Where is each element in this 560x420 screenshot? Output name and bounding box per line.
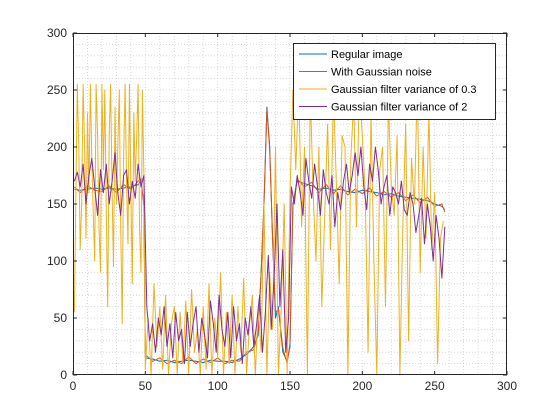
legend-label: Gaussian filter variance of 0.3	[331, 84, 477, 96]
y-tick-label: 100	[47, 254, 67, 268]
x-tick-label: 50	[139, 379, 153, 393]
axis-ticks: 0 50 100 150 200 250 300 0 50 100 150 200 250 300	[47, 26, 517, 393]
legend-label: Gaussian filter variance of 2	[331, 102, 467, 114]
legend-label: With Gaussian noise	[331, 67, 432, 79]
y-tick-label: 50	[54, 311, 68, 325]
y-tick-label: 200	[47, 140, 67, 154]
y-tick-label: 250	[47, 83, 67, 97]
y-tick-label: 0	[60, 368, 67, 382]
x-tick-label: 150	[280, 379, 300, 393]
y-tick-label: 300	[47, 26, 67, 40]
legend: Regular image With Gaussian noise Gaussian…	[293, 43, 496, 120]
x-tick-label: 300	[497, 379, 517, 393]
series-line-4	[73, 146, 446, 365]
legend-label: Regular image	[331, 49, 403, 61]
x-tick-label: 100	[208, 379, 228, 393]
x-tick-label: 250	[425, 379, 445, 393]
x-tick-label: 200	[352, 379, 372, 393]
y-tick-label: 150	[47, 197, 67, 211]
legend-box	[293, 43, 496, 120]
x-tick-label: 0	[70, 379, 77, 393]
